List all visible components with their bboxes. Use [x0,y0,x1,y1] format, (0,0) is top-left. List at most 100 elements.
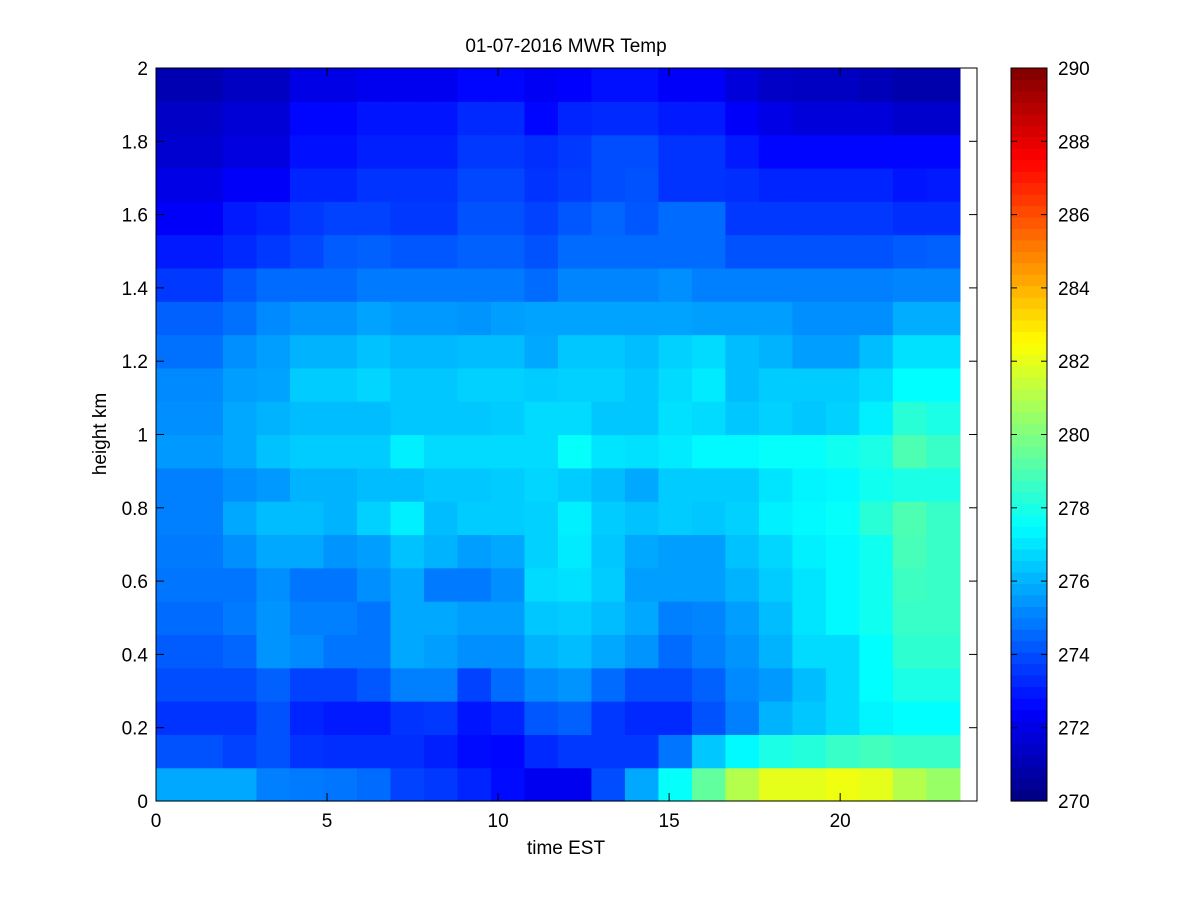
heatmap-cell [356,334,392,369]
heatmap-cell [792,101,827,136]
heatmap-cell [490,701,526,735]
heatmap-cell [825,301,861,336]
heatmap-cell [390,401,425,436]
heatmap-cell [457,101,492,136]
heatmap-cell [691,401,727,436]
colorbar-step [1011,675,1047,688]
heatmap-cell [457,134,492,169]
heatmap-cell [423,434,459,469]
heatmap-cell [490,501,526,536]
colorbar-step [1011,743,1047,756]
heatmap-cell [222,767,258,802]
heatmap-cell [490,367,526,402]
colorbar-step [1011,423,1047,436]
heatmap-cell [423,767,459,802]
colorbar-tick-label: 270 [1058,792,1090,813]
heatmap-cell [256,334,291,369]
heatmap-cell [189,167,224,202]
colorbar-step [1011,68,1047,81]
heatmap-cell [524,68,559,102]
colorbar-step [1011,331,1047,344]
heatmap-cell [758,134,794,169]
heatmap-cell [691,634,727,669]
heatmap-cell [524,301,559,336]
x-tick-label: 20 [830,811,851,832]
heatmap-cell [926,201,961,236]
heatmap-cell [423,301,459,336]
heatmap-cell [892,68,927,102]
colorbar-step [1011,537,1047,550]
colorbar-tick-label: 272 [1058,719,1090,740]
colorbar-step [1011,365,1047,378]
heatmap-cell [390,68,425,102]
heatmap-cell [524,201,559,236]
heatmap-cell [758,334,794,369]
colorbar-step [1011,274,1047,287]
heatmap-cell [658,334,693,369]
heatmap-cell [658,601,693,636]
heatmap-cell [658,634,693,669]
colorbar-step [1011,549,1047,562]
heatmap-cell [859,201,894,236]
heatmap-cell [356,167,392,202]
colorbar-step [1011,686,1047,699]
colorbar-step [1011,411,1047,424]
colorbar-step [1011,228,1047,241]
heatmap-cell [457,667,492,702]
heatmap-cell [725,234,760,269]
heatmap-cell [624,734,660,769]
colorbar-step [1011,136,1047,149]
heatmap-cell [423,68,459,102]
colorbar-step [1011,526,1047,539]
heatmap-cell [323,634,358,669]
heatmap-cell [825,201,861,236]
heatmap-cell [189,68,224,102]
colorbar-step [1011,789,1047,802]
heatmap-cell [926,601,961,636]
heatmap-cell [289,334,325,369]
heatmap-cell [323,201,358,236]
colorbar-tick-label: 274 [1058,645,1090,666]
x-tick-label: 15 [659,811,680,832]
heatmap-cell [524,567,559,602]
heatmap-cell [256,667,291,702]
heatmap-cell [758,401,794,436]
heatmap-cell [725,601,760,636]
heatmap-cell [222,667,258,702]
heatmap-cell [624,201,660,236]
colorbar-step [1011,90,1047,103]
heatmap-cell [758,567,794,602]
colorbar-step [1011,354,1047,367]
heatmap-cell [792,534,827,569]
heatmap-cell [792,634,827,669]
heatmap-cell [457,267,492,302]
heatmap-cell [658,167,693,202]
colorbar-step [1011,755,1047,768]
heatmap-cell [691,567,727,602]
heatmap-cell [758,767,794,802]
colorbar-step [1011,571,1047,584]
heatmap-cell [591,234,626,269]
heatmap-cell [323,68,358,102]
heatmap-cell [189,401,224,436]
colorbar-step [1011,297,1047,310]
heatmap-cell [390,101,425,136]
heatmap-cell [725,68,760,102]
heatmap-cell [356,634,392,669]
heatmap-cell [792,767,827,802]
heatmap-cell [725,134,760,169]
heatmap-cell [490,301,526,336]
heatmap-cell [457,601,492,636]
colorbar-step [1011,709,1047,722]
heatmap-cell [256,101,291,136]
heatmap-cell [189,334,224,369]
heatmap-cell [557,567,593,602]
heatmap-cell [423,267,459,302]
heatmap-cell [323,467,358,502]
heatmap-cell [825,767,861,802]
colorbar-step [1011,434,1047,447]
heatmap-cell [624,567,660,602]
heatmap-cell [859,467,894,502]
colorbar-step [1011,216,1047,229]
heatmap-cell [926,467,961,502]
